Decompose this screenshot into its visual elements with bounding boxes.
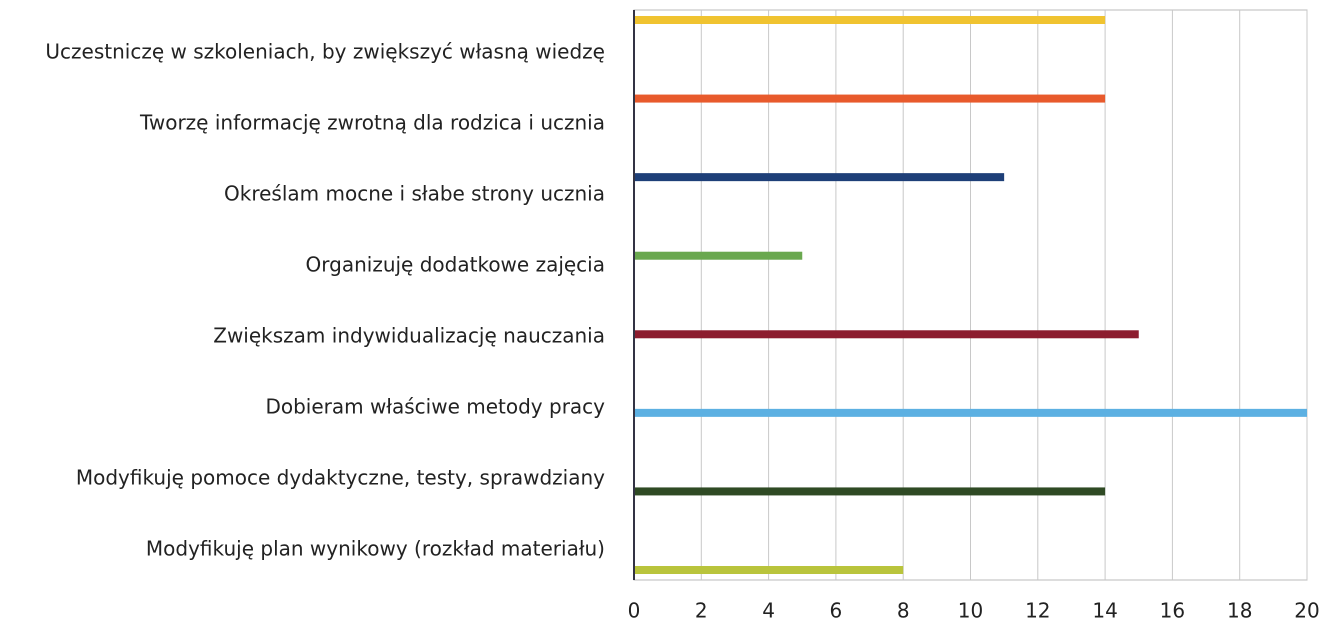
- x-tick-label: 12: [1025, 599, 1050, 623]
- bar: [634, 251, 803, 260]
- x-tick-label: 8: [897, 599, 910, 623]
- bar: [634, 94, 1106, 103]
- x-tick-label: 4: [762, 599, 775, 623]
- bar: [634, 408, 1307, 417]
- bar: [634, 566, 904, 574]
- bar: [634, 487, 1106, 496]
- x-tick-label: 20: [1294, 599, 1319, 623]
- x-tick-label: 16: [1160, 599, 1185, 623]
- bar: [634, 330, 1139, 339]
- x-tick-label: 18: [1227, 599, 1252, 623]
- bar: [634, 173, 1005, 182]
- y-tick-label: Określam mocne i słabe strony ucznia: [224, 182, 605, 206]
- x-tick-label: 10: [958, 599, 983, 623]
- y-tick-label: Dobieram właściwe metody pracy: [265, 395, 605, 419]
- y-tick-label: Tworzę informację zwrotną dla rodzica i …: [139, 111, 605, 135]
- y-tick-label: Zwiększam indywidualizację nauczania: [213, 324, 605, 348]
- y-tick-label: Organizuję dodatkowe zajęcia: [306, 253, 605, 277]
- x-tick-label: 6: [830, 599, 843, 623]
- x-tick-label: 14: [1092, 599, 1117, 623]
- x-tick-label: 0: [628, 599, 641, 623]
- bar: [634, 16, 1106, 24]
- x-tick-label: 2: [695, 599, 708, 623]
- y-tick-label: Modyfikuję pomoce dydaktyczne, testy, sp…: [76, 466, 605, 490]
- y-tick-label: Uczestniczę w szkoleniach, by zwiększyć …: [45, 40, 605, 64]
- y-tick-label: Modyfikuję plan wynikowy (rozkład materi…: [146, 537, 605, 561]
